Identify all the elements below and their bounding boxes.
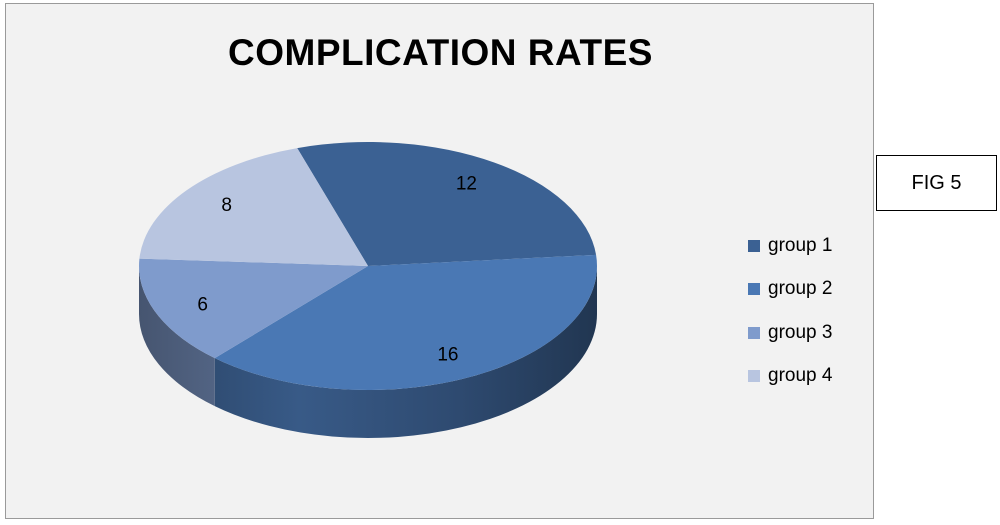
legend-item: group 1 xyxy=(748,224,832,268)
legend-label: group 1 xyxy=(768,234,833,256)
legend-swatch xyxy=(748,326,760,339)
pie-side-group-3 xyxy=(139,266,215,407)
legend-swatch xyxy=(748,370,760,383)
pie-side-group-2 xyxy=(214,266,597,438)
pie-slice-group-1 xyxy=(297,141,597,266)
figure-label: FIG 5 xyxy=(876,155,997,211)
legend-swatch xyxy=(748,239,760,252)
legend-label: group 2 xyxy=(768,278,833,300)
chart-title: COMPLICATION RATES xyxy=(228,32,653,73)
legend-label: group 3 xyxy=(768,321,833,343)
pie-slice-group-3 xyxy=(139,258,368,359)
data-label-group-4: 8 xyxy=(221,195,232,216)
legend: group 1 group 2 group 3 group 4 xyxy=(748,224,832,398)
data-label-group-2: 16 xyxy=(437,345,458,366)
legend-label: group 4 xyxy=(768,365,833,387)
data-label-group-3: 6 xyxy=(197,295,208,316)
chart-area: COMPLICATION RATES 12 16 6 8 group 1 group 2… xyxy=(5,3,874,519)
pie-chart: 12 16 6 8 xyxy=(139,141,597,438)
legend-item: group 3 xyxy=(748,311,832,355)
data-labels: 12 16 6 8 xyxy=(197,173,477,365)
data-label-group-1: 12 xyxy=(456,173,477,194)
pie-side-walls xyxy=(139,266,597,438)
legend-item: group 4 xyxy=(748,355,832,399)
legend-swatch xyxy=(748,283,760,296)
pie-slice-group-2 xyxy=(214,254,597,391)
legend-item: group 2 xyxy=(748,268,832,312)
pie-slice-group-4 xyxy=(139,148,368,266)
pie-slices xyxy=(139,141,597,391)
